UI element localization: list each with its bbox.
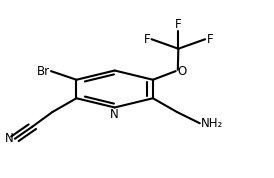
Text: NH₂: NH₂ (201, 117, 223, 130)
Text: N: N (110, 108, 119, 121)
Text: Br: Br (36, 65, 50, 78)
Text: O: O (177, 65, 186, 78)
Text: F: F (206, 33, 213, 46)
Text: F: F (175, 18, 182, 31)
Text: N: N (5, 132, 14, 145)
Text: F: F (144, 33, 150, 46)
